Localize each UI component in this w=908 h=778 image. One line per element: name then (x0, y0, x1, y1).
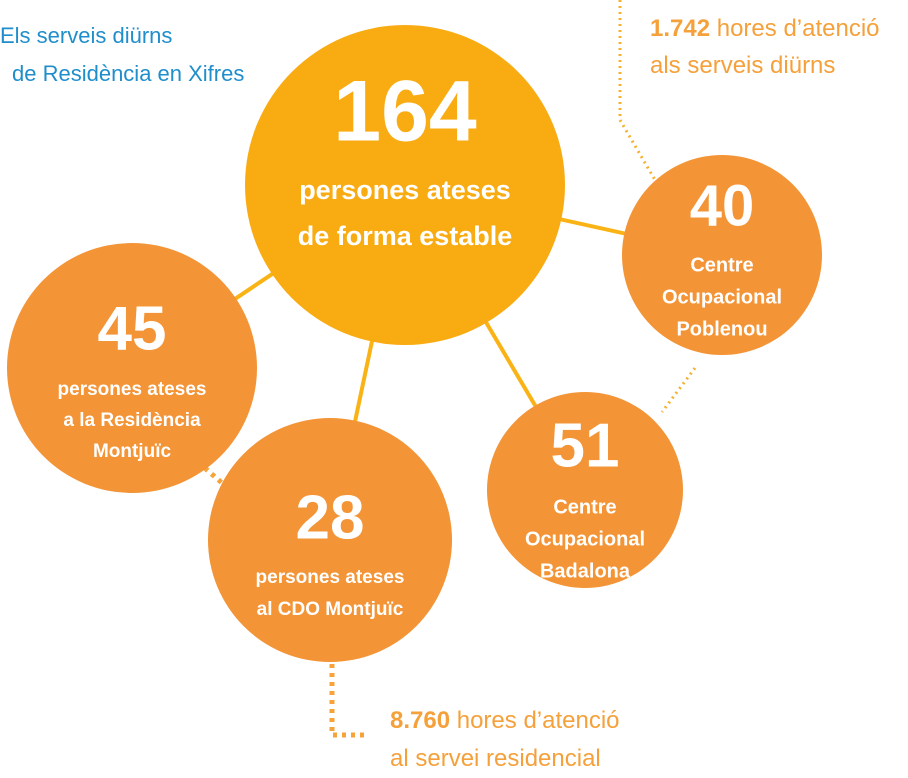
annotation: 1.742 hores d’atenció (650, 15, 880, 42)
node-number: 45 (98, 294, 167, 363)
node-number: 40 (690, 173, 755, 238)
node-circle (208, 418, 452, 662)
node-label: Montjuïc (93, 441, 172, 462)
node-label: Ocupacional (525, 528, 645, 550)
node-number: 28 (296, 483, 365, 552)
node-label: a la Residència (63, 410, 201, 431)
annotation-text: hores d’atenció (717, 15, 880, 42)
node-label: Centre (553, 496, 616, 518)
header-line: Els serveis diürns (0, 23, 172, 48)
node-circle (622, 155, 822, 355)
center-number: 164 (333, 64, 477, 160)
annotation-number: 1.742 (650, 15, 710, 42)
node-circle (7, 243, 257, 493)
header-line: de Residència en Xifres (12, 61, 244, 86)
dotted-connector (329, 664, 368, 738)
node-circle (487, 392, 683, 588)
node-label: persones ateses (58, 379, 207, 400)
node-label: persones ateses (256, 567, 405, 588)
center-label: persones ateses (299, 175, 511, 205)
node-label: Poblenou (676, 318, 767, 340)
annotation: al servei residencial (390, 745, 601, 772)
annotation-number: 8.760 (390, 707, 450, 734)
node-label: Ocupacional (662, 286, 782, 308)
annotation-text: als serveis diürns (650, 52, 835, 79)
annotation: als serveis diürns (650, 52, 835, 79)
center-label: de forma estable (298, 221, 513, 251)
node-label: Badalona (540, 560, 631, 582)
annotation: 8.760 hores d’atenció (390, 707, 620, 734)
dotted-connector (660, 367, 697, 413)
annotation-text: al servei residencial (390, 745, 601, 772)
center-circle (245, 25, 565, 345)
annotation-text: hores d’atenció (457, 707, 620, 734)
node-label: Centre (690, 254, 753, 276)
node-label: al CDO Montjuïc (257, 599, 404, 620)
node-number: 51 (551, 411, 620, 480)
dotted-connector (618, 0, 657, 181)
